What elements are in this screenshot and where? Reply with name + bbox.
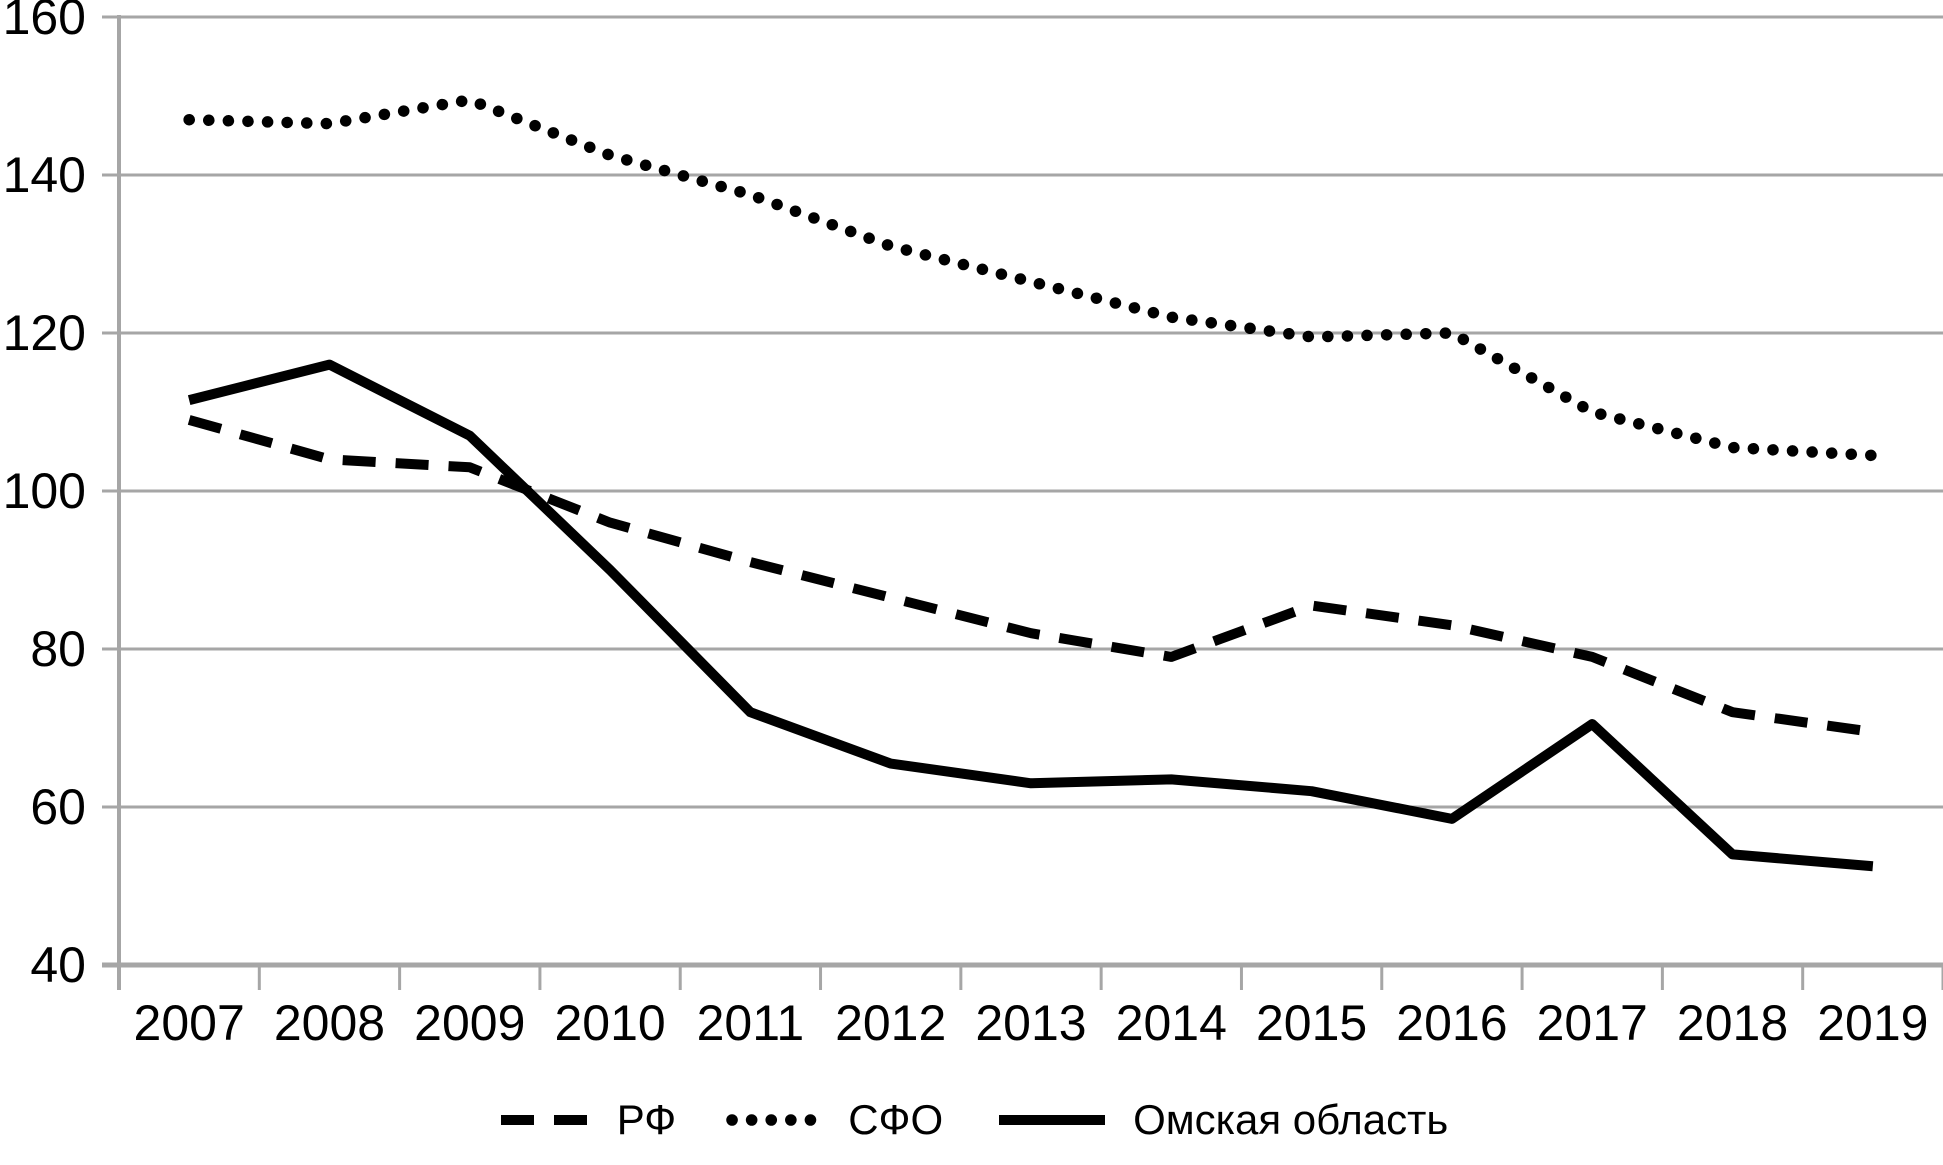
legend-item-0: РФ: [495, 1096, 676, 1144]
x-tick-label: 2015: [1256, 995, 1367, 1051]
y-tick-label: 80: [30, 621, 86, 677]
x-tick-label: 2014: [1116, 995, 1227, 1051]
x-tick-label: 2016: [1396, 995, 1507, 1051]
x-tick-label: 2007: [134, 995, 245, 1051]
x-tick-label: 2018: [1677, 995, 1788, 1051]
series-line-0: [187, 415, 1874, 737]
legend-label: Омская область: [1133, 1096, 1449, 1143]
legend-item-1: СФО: [726, 1096, 943, 1144]
legend-dashed-line-sample: [500, 1115, 589, 1125]
chart-legend: РФ СФО Омская область: [0, 1088, 1943, 1152]
legend-dotted-line-sample: [726, 1114, 826, 1126]
x-tick-label: 2012: [835, 995, 946, 1051]
x-tick-label: 2009: [414, 995, 525, 1051]
x-tick-label: 2017: [1537, 995, 1648, 1051]
y-tick-label: 140: [3, 147, 86, 203]
series-line-1: [183, 94, 1879, 462]
y-tick-label: 60: [30, 779, 86, 835]
legend-label: РФ: [616, 1096, 677, 1143]
x-tick-label: 2008: [274, 995, 385, 1051]
legend-label: СФО: [848, 1096, 944, 1143]
series-line-2: [187, 359, 1874, 872]
x-tick-label: 2010: [554, 995, 665, 1051]
y-tick-label: 100: [3, 463, 86, 519]
x-tick-label: 2019: [1817, 995, 1928, 1051]
y-tick-label: 120: [3, 305, 86, 361]
legend-item-2: Омская область: [993, 1096, 1448, 1144]
y-tick-label: 160: [3, 0, 86, 45]
x-tick-label: 2011: [697, 995, 805, 1051]
x-tick-label: 2013: [975, 995, 1086, 1051]
y-tick-label: 40: [30, 937, 86, 993]
legend-solid-line-sample: [999, 1115, 1106, 1125]
